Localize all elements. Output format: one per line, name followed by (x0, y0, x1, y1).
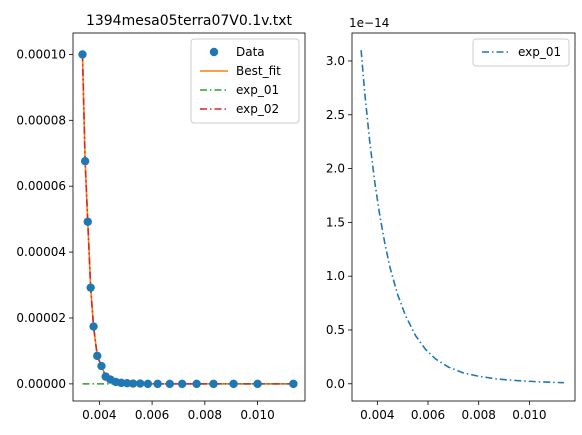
left-plot-y-tick-label-3: 0.00006 (16, 179, 66, 193)
left-plot-y-tick-label-5: 0.00010 (16, 47, 66, 61)
right-plot-x-tick-label-0: 0.004 (360, 408, 394, 422)
left-plot-y-tick-label-2: 0.00004 (16, 245, 66, 259)
right-plot-legend-label-0: exp_01 (518, 45, 561, 59)
right-plot-x-tick-label-2: 0.008 (462, 408, 496, 422)
right-plot-legend-box (472, 38, 570, 67)
right-plot-y-tick-label-2: 1.0 (326, 269, 345, 283)
right-plot-offset-label: 1e−14 (349, 16, 389, 30)
left-plot-title: 1394mesa05terra07V0.1v.txt (86, 13, 293, 29)
left-plot-point-0-17 (177, 379, 187, 389)
left-plot-legend-label-2: exp_01 (236, 83, 279, 97)
right-plot-y-tick-label-4: 2.0 (326, 162, 345, 176)
left-plot-point-0-11 (122, 379, 132, 388)
left-plot-point-0-0 (78, 50, 87, 59)
right-plot-y-axis: 0.0 0.5 1.0 1.5 2.0 2.5 3.0 (326, 54, 352, 391)
left-plot: 1394mesa05terra07V0.1v.txt 0.004 0.006 0.0… (16, 13, 306, 422)
right-plot-lines (360, 50, 564, 384)
left-plot-legend-label-0: Data (236, 45, 265, 59)
left-plot-legend-label-3: exp_02 (236, 102, 279, 116)
right-plot-x-tick-label-3: 0.010 (512, 408, 546, 422)
right-plot-y-tick-label-5: 2.5 (326, 108, 345, 122)
left-plot-point-0-3 (86, 283, 95, 292)
right-plot: 1e−14 0.004 0.006 0.008 0.010 0.0 0.5 1.0 1.5 2… (326, 16, 576, 422)
left-plot-frame (72, 32, 306, 402)
left-plot-point-0-4 (89, 322, 98, 331)
left-plot-point-0-16 (165, 379, 174, 389)
left-plot-x-axis: 0.004 0.006 0.008 0.010 (82, 401, 275, 422)
left-plot-x-tick-label-1: 0.006 (135, 408, 169, 422)
left-plot-legend-swatch-0 (209, 47, 219, 57)
left-plot-point-0-20 (229, 379, 238, 389)
left-plot-point-0-19 (209, 379, 218, 389)
left-plot-series-3-line (81, 54, 294, 385)
left-plot-point-0-6 (97, 361, 106, 371)
left-plot-point-0-12 (128, 379, 138, 388)
left-plot-y-tick-label-4: 0.00008 (16, 113, 66, 127)
left-plot-point-0-18 (192, 379, 201, 389)
left-plot-points (78, 50, 298, 389)
left-plot-point-0-21 (253, 379, 262, 389)
right-plot-x-axis: 0.004 0.006 0.008 0.010 (360, 401, 547, 422)
right-plot-y-tick-label-3: 1.5 (326, 215, 345, 229)
left-plot-point-0-13 (136, 379, 145, 388)
left-plot-x-tick-label-3: 0.010 (240, 408, 274, 422)
left-plot-y-tick-label-1: 0.00002 (16, 311, 66, 325)
left-plot-point-0-14 (143, 379, 153, 389)
left-plot-point-0-2 (83, 217, 92, 226)
left-plot-x-tick-label-0: 0.004 (82, 408, 116, 422)
left-plot-point-0-15 (153, 379, 162, 389)
left-plot-point-0-5 (93, 351, 102, 361)
left-plot-legend-box (190, 38, 300, 124)
left-plot-point-0-1 (80, 156, 90, 166)
right-plot-y-tick-label-6: 3.0 (326, 54, 345, 68)
left-plot-x-tick-label-2: 0.008 (188, 408, 222, 422)
left-plot-legend-label-1: Best_fit (236, 64, 281, 78)
left-plot-legend: Data Best_fit exp_01 exp_02 (190, 38, 300, 124)
right-plot-series-0-line (360, 50, 564, 384)
left-plot-y-tick-label-0: 0.00000 (16, 377, 66, 391)
right-plot-legend: exp_01 (472, 38, 570, 67)
right-plot-x-tick-label-1: 0.006 (411, 408, 445, 422)
right-plot-y-tick-label-0: 0.0 (326, 377, 345, 391)
right-plot-y-tick-label-1: 0.5 (326, 323, 345, 337)
left-plot-point-0-22 (289, 379, 298, 389)
right-plot-frame (351, 32, 576, 402)
left-plot-y-axis: 0.00000 0.00002 0.00004 0.00006 0.00008 0.000… (16, 47, 73, 391)
